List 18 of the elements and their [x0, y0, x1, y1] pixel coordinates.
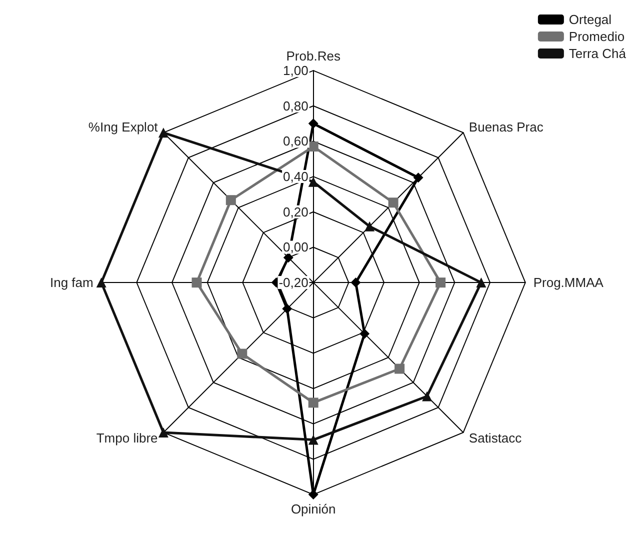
- spoke-label: Satistacc: [468, 430, 522, 446]
- legend-label: Promedio: [568, 29, 625, 44]
- legend-label: Ortegal: [568, 12, 612, 27]
- y-tick-label: 0,60: [283, 134, 308, 149]
- spoke-label: Opinión: [290, 502, 336, 517]
- y-tick-label: 0,80: [283, 98, 308, 114]
- y-tick-label: 1,00: [283, 63, 308, 78]
- spoke-label: Ing fam: [50, 275, 94, 290]
- spoke-label: Prob.Res: [286, 48, 341, 64]
- spoke-label: Prog.MMAA: [533, 275, 604, 290]
- y-tick-label: -0,20: [278, 275, 308, 290]
- y-tick-label: 0,20: [283, 204, 308, 220]
- spoke-label: Buenas Prac: [468, 119, 544, 134]
- legend-label: Terra Chá: [568, 46, 627, 61]
- spoke-label: %Ing Explot: [88, 119, 158, 134]
- y-tick-label: 0,00: [283, 240, 308, 255]
- y-tick-label: 0,40: [283, 169, 308, 184]
- spoke-label: Tmpo libre: [96, 430, 158, 446]
